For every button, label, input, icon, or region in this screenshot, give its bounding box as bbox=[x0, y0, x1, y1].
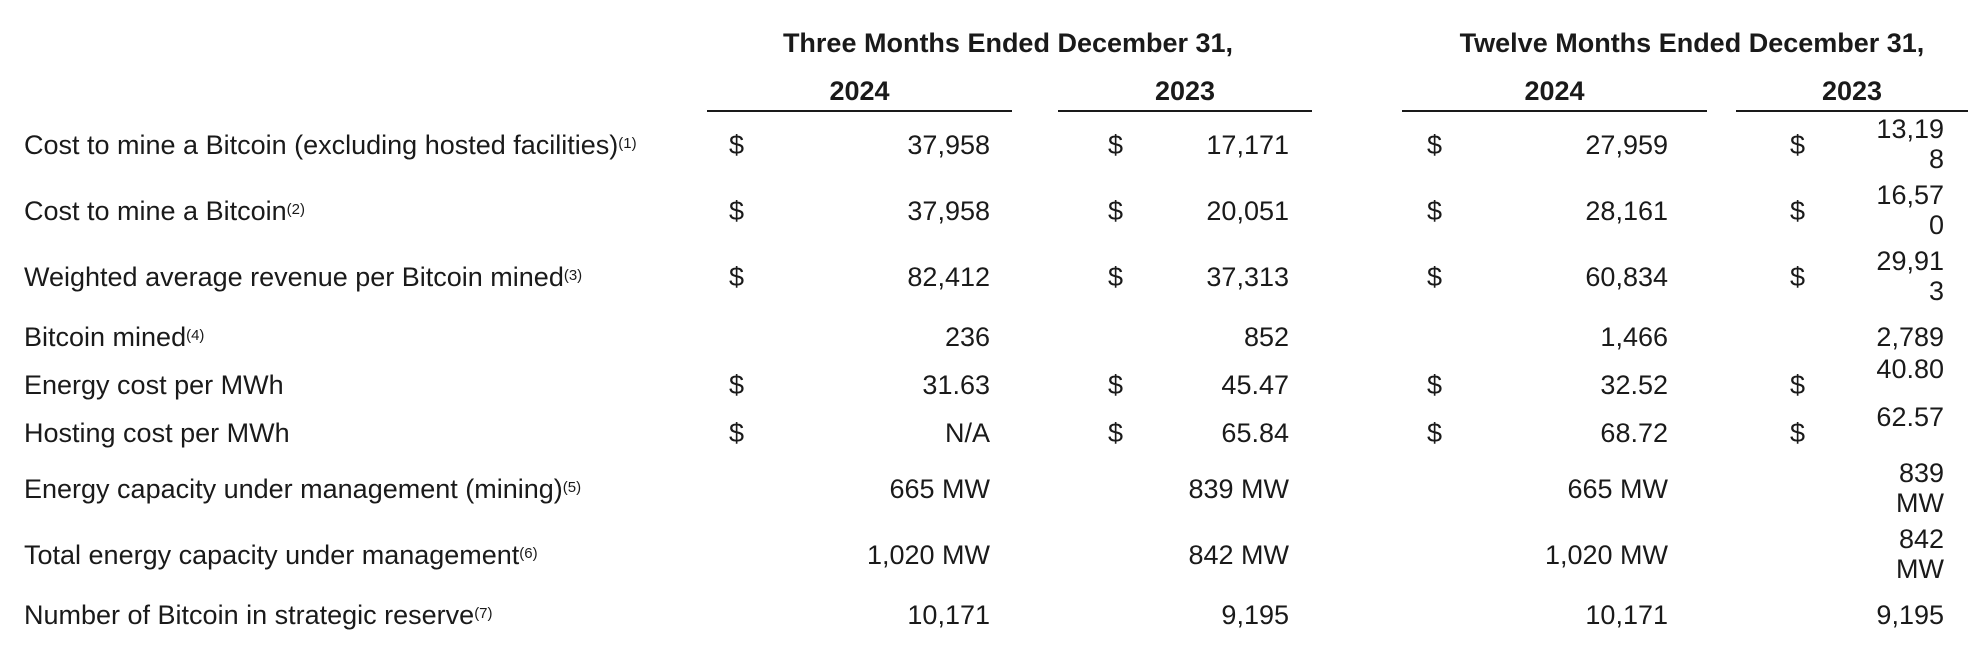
cell-value: 10,171 bbox=[1585, 600, 1668, 630]
currency-symbol: $ bbox=[1790, 262, 1806, 292]
cell-value: 9,195 bbox=[1221, 600, 1289, 630]
cell-value: 1,020 MW bbox=[866, 540, 990, 570]
currency-symbol: $ bbox=[729, 196, 745, 226]
cell-value: 1,466 bbox=[1600, 322, 1668, 352]
cell-value: 27,959 bbox=[1585, 130, 1668, 160]
year-header-y-2023: 2023 bbox=[1736, 74, 1968, 112]
row-label-text: Total energy capacity under management bbox=[24, 540, 520, 570]
cell-value: 842 MW bbox=[1188, 540, 1289, 570]
cell-value: 665 MW bbox=[1567, 474, 1668, 504]
row-label-text: Bitcoin mined bbox=[24, 322, 187, 352]
currency-symbol: $ bbox=[1790, 370, 1806, 400]
currency-symbol: $ bbox=[729, 418, 745, 448]
currency-symbol: $ bbox=[1108, 196, 1124, 226]
cell-value: 13,198 bbox=[1876, 114, 1944, 174]
currency-symbol: $ bbox=[729, 130, 745, 160]
row-label-text: Energy cost per MWh bbox=[24, 370, 284, 400]
cell-value: 839 MW bbox=[1896, 458, 1944, 518]
year-header-q-2023: 2023 bbox=[1058, 74, 1312, 112]
currency-symbol: $ bbox=[1790, 130, 1806, 160]
cell-value: 28,161 bbox=[1585, 196, 1668, 226]
cell-value: 37,313 bbox=[1206, 262, 1289, 292]
currency-symbol: $ bbox=[1108, 418, 1124, 448]
cell-value: 60,834 bbox=[1585, 262, 1668, 292]
cell-value: 40.80 bbox=[1876, 354, 1944, 384]
row-label: Number of Bitcoin in strategic reserve(7… bbox=[24, 600, 493, 631]
cell-value: N/A bbox=[944, 418, 990, 448]
cell-value: 37,958 bbox=[907, 130, 990, 160]
row-label: Cost to mine a Bitcoin (excluding hosted… bbox=[24, 130, 637, 161]
row-label: Total energy capacity under management(6… bbox=[24, 540, 538, 571]
cell-value: 82,412 bbox=[907, 262, 990, 292]
cell-value: 17,171 bbox=[1206, 130, 1289, 160]
cell-value: 839 MW bbox=[1188, 474, 1289, 504]
year-header-q-2024: 2024 bbox=[707, 74, 1012, 112]
year-header-y-2024: 2024 bbox=[1402, 74, 1707, 112]
cell-value: 45.47 bbox=[1221, 370, 1289, 400]
currency-symbol: $ bbox=[729, 262, 745, 292]
cell-value: 2,789 bbox=[1876, 322, 1944, 352]
row-label-text: Cost to mine a Bitcoin bbox=[24, 196, 287, 226]
cell-value: 29,913 bbox=[1876, 246, 1944, 306]
currency-symbol: $ bbox=[1108, 130, 1124, 160]
footnote-marker: (1) bbox=[618, 135, 637, 152]
footnote-marker: (6) bbox=[519, 545, 538, 562]
cell-value: 20,051 bbox=[1206, 196, 1289, 226]
row-label-text: Weighted average revenue per Bitcoin min… bbox=[24, 262, 564, 292]
cell-value: 842 MW bbox=[1896, 524, 1944, 584]
row-label-text: Energy capacity under management (mining… bbox=[24, 474, 563, 504]
cell-value: 65.84 bbox=[1221, 418, 1289, 448]
row-label: Cost to mine a Bitcoin(2) bbox=[24, 196, 305, 227]
row-label-text: Number of Bitcoin in strategic reserve bbox=[24, 600, 475, 630]
footnote-marker: (7) bbox=[474, 605, 493, 622]
row-label-text: Hosting cost per MWh bbox=[24, 418, 290, 448]
cell-value: 9,195 bbox=[1876, 600, 1944, 630]
cell-value: 236 bbox=[944, 322, 990, 352]
currency-symbol: $ bbox=[1108, 262, 1124, 292]
twelve-months-header: Twelve Months Ended December 31, bbox=[1459, 28, 1925, 58]
cell-value: 32.52 bbox=[1600, 370, 1668, 400]
currency-symbol: $ bbox=[1790, 196, 1806, 226]
currency-symbol: $ bbox=[1427, 262, 1443, 292]
currency-symbol: $ bbox=[1108, 370, 1124, 400]
cell-value: 31.63 bbox=[922, 370, 990, 400]
cell-value: 68.72 bbox=[1600, 418, 1668, 448]
row-label: Energy cost per MWh bbox=[24, 370, 284, 401]
cell-value: 37,958 bbox=[907, 196, 990, 226]
cell-value: 10,171 bbox=[907, 600, 990, 630]
row-label: Energy capacity under management (mining… bbox=[24, 474, 581, 505]
currency-symbol: $ bbox=[1427, 196, 1443, 226]
footnote-marker: (3) bbox=[563, 267, 583, 284]
currency-symbol: $ bbox=[1427, 370, 1443, 400]
currency-symbol: $ bbox=[729, 370, 745, 400]
cell-value: 16,570 bbox=[1876, 180, 1944, 240]
footnote-marker: (4) bbox=[186, 327, 205, 344]
currency-symbol: $ bbox=[1427, 130, 1443, 160]
cell-value: 1,020 MW bbox=[1544, 540, 1668, 570]
cell-value: 852 bbox=[1243, 322, 1289, 352]
footnote-marker: (5) bbox=[562, 479, 582, 496]
three-months-header: Three Months Ended December 31, bbox=[782, 28, 1234, 58]
cell-value: 62.57 bbox=[1876, 402, 1944, 432]
row-label: Weighted average revenue per Bitcoin min… bbox=[24, 262, 582, 293]
footnote-marker: (2) bbox=[286, 201, 305, 218]
cell-value: 665 MW bbox=[889, 474, 990, 504]
currency-symbol: $ bbox=[1790, 418, 1806, 448]
row-label-text: Cost to mine a Bitcoin (excluding hosted… bbox=[24, 130, 619, 160]
row-label: Hosting cost per MWh bbox=[24, 418, 290, 449]
currency-symbol: $ bbox=[1427, 418, 1443, 448]
row-label: Bitcoin mined(4) bbox=[24, 322, 204, 353]
